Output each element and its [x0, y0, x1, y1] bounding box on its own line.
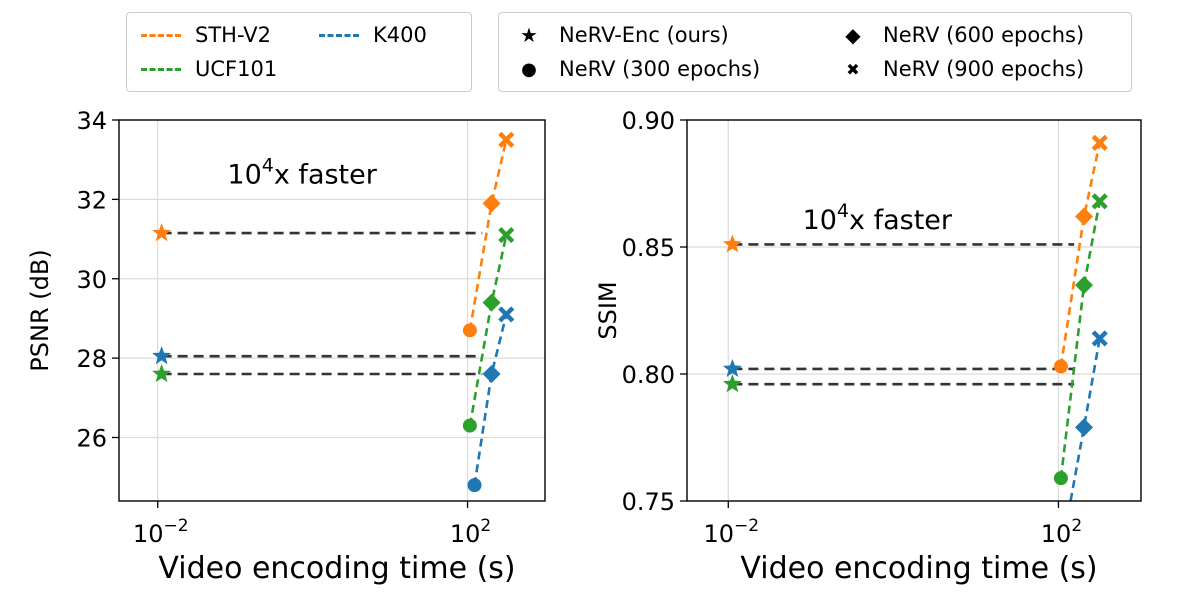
x-tick-label: 102 [450, 516, 491, 548]
nerv-300-circle-marker [462, 323, 477, 338]
nerv-600-diamond-marker [1075, 418, 1094, 437]
series-line-k400 [473, 314, 508, 486]
x-axis-label: Video encoding time (s) [158, 551, 515, 586]
series-line-ucf101 [1059, 201, 1101, 479]
legend-label: NeRV (300 epochs) [559, 57, 761, 81]
speedup-annotation: 104x faster [803, 200, 953, 236]
y-tick-label: 0.80 [622, 361, 675, 389]
x-tick-label: 10−2 [133, 516, 189, 548]
x-axis-label: Video encoding time (s) [740, 551, 1097, 586]
nerv-900-cross-marker [1091, 134, 1108, 151]
series-line-k400 [1069, 338, 1101, 501]
legend-label: NeRV (900 epochs) [883, 57, 1085, 81]
series-line-sth-v2 [1059, 142, 1101, 367]
nerv-900-cross-marker [1091, 330, 1108, 347]
legend-label: NeRV-Enc (ours) [559, 23, 729, 47]
nerv-600-diamond-marker [482, 293, 501, 312]
x-tick-label: 10−2 [703, 516, 759, 548]
legend-item-ucf101: UCF101 [141, 55, 277, 83]
star-icon: ★ [520, 23, 538, 47]
y-tick-label: 30 [76, 266, 107, 294]
y-axis-label: PSNR (dB) [26, 249, 54, 371]
circle-icon: ● [521, 58, 537, 80]
y-tick-label: 0.90 [622, 107, 675, 135]
legend-item-k400: K400 [319, 21, 427, 49]
y-tick-label: 0.85 [622, 234, 675, 262]
nerv-900-cross-marker [498, 306, 515, 323]
axes-frame [118, 119, 546, 502]
nerv-900-cross-marker [1091, 193, 1108, 210]
legend-markers: ★ NeRV-Enc (ours) ◆ NeRV (600 epochs) ● … [498, 12, 1132, 92]
legend-item-nerv-600: ◆ NeRV (600 epochs) [841, 21, 1084, 49]
nerv-enc-star-marker [722, 234, 742, 253]
nerv-600-diamond-marker [482, 365, 501, 383]
legend-item-nerv-900: ✖ NeRV (900 epochs) [841, 55, 1084, 83]
nerv-300-circle-marker [462, 418, 477, 433]
nerv-600-diamond-marker [1075, 276, 1094, 295]
nerv-enc-star-marker [152, 346, 172, 365]
speedup-annotation: 104x faster [227, 155, 377, 191]
y-tick-label: 26 [76, 425, 107, 453]
nerv-300-circle-marker [1053, 471, 1068, 486]
y-tick-label: 0.75 [622, 488, 675, 516]
nerv-enc-star-marker [152, 364, 172, 383]
series-line-sth-v2 [468, 139, 508, 331]
dashed-line-icon [141, 67, 181, 71]
legend-label: K400 [373, 23, 427, 47]
nerv-900-cross-marker [498, 131, 515, 148]
nerv-600-diamond-marker [482, 194, 501, 213]
nerv-enc-star-marker [152, 223, 172, 242]
legend-label: NeRV (600 epochs) [883, 23, 1085, 47]
nerv-900-cross-marker [498, 227, 515, 244]
y-axis-label: SSIM [594, 281, 622, 339]
y-tick-label: 34 [76, 107, 107, 135]
diamond-icon: ◆ [845, 23, 861, 47]
plot-area [722, 134, 1108, 501]
axes-frame [686, 119, 1142, 502]
nerv-300-circle-marker [1053, 359, 1068, 374]
legend-item-nerv-300: ● NeRV (300 epochs) [517, 55, 760, 83]
legend-series: STH-V2 K400 UCF101 [126, 12, 472, 92]
dashed-line-icon [319, 33, 359, 37]
cross-icon: ✖ [846, 59, 860, 79]
y-tick-label: 28 [76, 345, 107, 373]
y-tick-label: 32 [76, 186, 107, 214]
legend-label: STH-V2 [195, 23, 272, 47]
dashed-line-icon [141, 33, 181, 37]
nerv-enc-star-marker [722, 358, 742, 378]
nerv-600-diamond-marker [1075, 207, 1094, 226]
x-tick-label: 102 [1041, 516, 1082, 548]
nerv-enc-star-marker [722, 374, 742, 393]
legend-item-nerv-enc: ★ NeRV-Enc (ours) [517, 21, 729, 49]
legend-item-sth-v2: STH-V2 [141, 21, 271, 49]
legend-label: UCF101 [195, 57, 278, 81]
plot-area [152, 131, 515, 493]
nerv-300-circle-marker [467, 478, 482, 493]
